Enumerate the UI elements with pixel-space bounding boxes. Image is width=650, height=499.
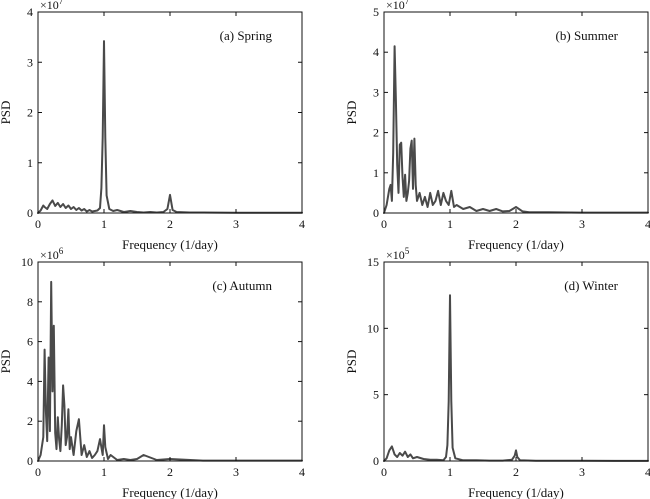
panel-title-autumn: (c) Autumn <box>212 278 272 293</box>
x-tick-label: 0 <box>381 465 387 479</box>
scale-exponent-label: ×107 <box>386 0 410 12</box>
x-tick-label: 2 <box>513 465 519 479</box>
x-tick-label: 4 <box>299 465 305 479</box>
y-tick-label: 3 <box>373 85 379 99</box>
y-tick-label: 10 <box>367 321 379 335</box>
y-tick-label-top: 5 <box>373 5 379 19</box>
x-tick-label: 2 <box>167 217 173 231</box>
panel-winter: 0 1 2 3 4 0 5 10 15 ×105 (d) Winter Frequency (1/da… <box>344 246 650 499</box>
y-axis-label: PSD <box>0 350 13 374</box>
x-tick-label: 4 <box>645 217 650 231</box>
y-tick-label: 5 <box>373 388 379 402</box>
y-tick-label: 4 <box>373 45 379 59</box>
y-tick-label: 6 <box>27 335 33 349</box>
y-tick-label: 1 <box>373 166 379 180</box>
panel-title-summer: (b) Summer <box>556 28 619 43</box>
scale-exponent-power: 6 <box>59 246 64 256</box>
scale-exponent-power: 7 <box>405 0 410 6</box>
x-tick-label: 1 <box>447 465 453 479</box>
psd-line-autumn <box>37 280 303 462</box>
panel-title-spring: (a) Spring <box>220 28 273 43</box>
x-tick-label: 1 <box>101 465 107 479</box>
scale-exponent-power: 5 <box>405 246 410 256</box>
y-tick-label: 4 <box>27 374 33 388</box>
y-tick-label-top: 10 <box>21 255 33 269</box>
x-tick-label: 4 <box>299 217 305 231</box>
scale-exponent-label: ×105 <box>386 246 410 262</box>
psd-line-spring <box>37 40 303 214</box>
y-axis-label: PSD <box>344 350 359 374</box>
scale-exponent-label: ×106 <box>40 246 64 262</box>
y-tick-label: 0 <box>373 206 379 220</box>
y-tick-label: 8 <box>27 295 33 309</box>
y-tick-label: 0 <box>27 206 33 220</box>
psd-line-winter <box>383 294 649 462</box>
x-axis-label: Frequency (1/day) <box>122 485 218 499</box>
y-tick-label: 2 <box>373 126 379 140</box>
x-tick-label: 0 <box>35 217 41 231</box>
psd-line-summer <box>383 45 649 214</box>
x-tick-label: 3 <box>233 217 239 231</box>
y-axis-label: PSD <box>0 101 13 125</box>
panel-summer: 0 1 2 3 4 0 1 2 3 4 5 ×107 (b) Summer Frequency (1/da… <box>344 0 650 252</box>
x-tick-label: 2 <box>513 217 519 231</box>
panel-spring: 0 1 2 3 4 0 1 2 3 4 ×107 (a) Spring Frequency (1/day… <box>0 0 305 252</box>
scale-exponent-power: 7 <box>59 0 64 6</box>
x-tick-label: 2 <box>167 465 173 479</box>
x-tick-label: 4 <box>645 465 650 479</box>
y-tick-label: 3 <box>27 55 33 69</box>
x-tick-label: 0 <box>35 465 41 479</box>
y-axis-label: PSD <box>344 101 359 125</box>
x-axis-label: Frequency (1/day) <box>122 237 218 252</box>
x-tick-label: 0 <box>381 217 387 231</box>
y-tick-label-top: 15 <box>367 255 379 269</box>
y-tick-label: 0 <box>27 454 33 468</box>
panel-autumn: 0 1 2 3 4 0 2 4 6 8 10 ×106 (c) Autumn Frequency (1/d… <box>0 246 305 499</box>
x-axis-label: Frequency (1/day) <box>468 485 564 499</box>
x-axis-label: Frequency (1/day) <box>468 237 564 252</box>
x-tick-label: 3 <box>579 217 585 231</box>
x-tick-label: 3 <box>579 465 585 479</box>
y-tick-label-top: 4 <box>27 5 33 19</box>
y-tick-label: 2 <box>27 106 33 120</box>
y-tick-label: 2 <box>27 414 33 428</box>
y-tick-label: 0 <box>373 454 379 468</box>
y-tick-label: 1 <box>27 156 33 170</box>
x-tick-label: 1 <box>101 217 107 231</box>
panel-title-winter: (d) Winter <box>564 278 618 293</box>
x-tick-label: 1 <box>447 217 453 231</box>
scale-exponent-label: ×107 <box>40 0 64 12</box>
x-tick-label: 3 <box>233 465 239 479</box>
